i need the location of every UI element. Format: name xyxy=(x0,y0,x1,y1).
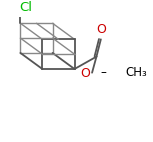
Text: –: – xyxy=(100,66,106,79)
Text: O: O xyxy=(96,23,106,36)
Text: Cl: Cl xyxy=(19,1,32,14)
Text: CH₃: CH₃ xyxy=(126,66,147,79)
Text: O: O xyxy=(80,67,90,80)
